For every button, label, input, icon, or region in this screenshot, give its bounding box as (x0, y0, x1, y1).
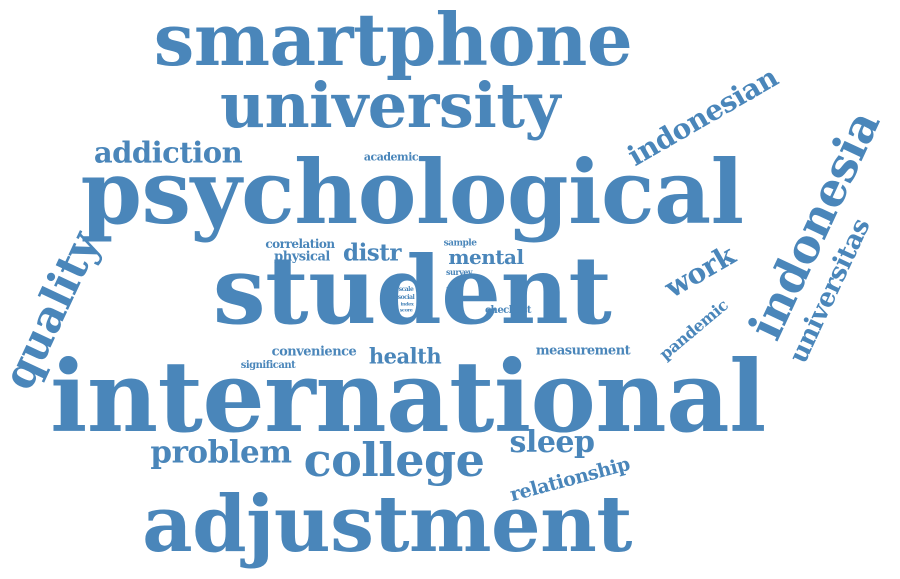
word-scale: scale (398, 286, 414, 293)
word-academic: academic (363, 150, 419, 164)
word-smartphone: smartphone (153, 0, 633, 82)
word-male: male (446, 285, 458, 292)
word-sleep: sleep (509, 425, 595, 460)
word-physical: physical (274, 249, 330, 265)
word-university: university (220, 69, 560, 142)
word-international: international (50, 340, 766, 455)
word-checklist: checklist (484, 305, 532, 316)
word-sample: sample (443, 238, 477, 249)
word-survey: survey (446, 267, 472, 277)
word-mental: mental (448, 245, 524, 269)
word-psychological: psychological (80, 140, 744, 244)
word-index: index (400, 301, 414, 308)
word-addiction: addiction (93, 135, 243, 170)
word-adjustment: adjustment (142, 479, 632, 570)
word-correlation: correlation (265, 237, 335, 251)
word-problem: problem (150, 434, 292, 471)
word-work: work (659, 238, 741, 305)
word-social: social (397, 294, 415, 301)
word-significant: significant (240, 360, 296, 371)
word-convenience: convenience (271, 344, 357, 360)
word-measurement: measurement (535, 343, 631, 359)
word-health: health (368, 343, 442, 369)
word-college: college (303, 433, 485, 487)
word-distr: distr (342, 239, 402, 267)
word-score: score (399, 307, 413, 314)
word-student: student (212, 236, 612, 346)
